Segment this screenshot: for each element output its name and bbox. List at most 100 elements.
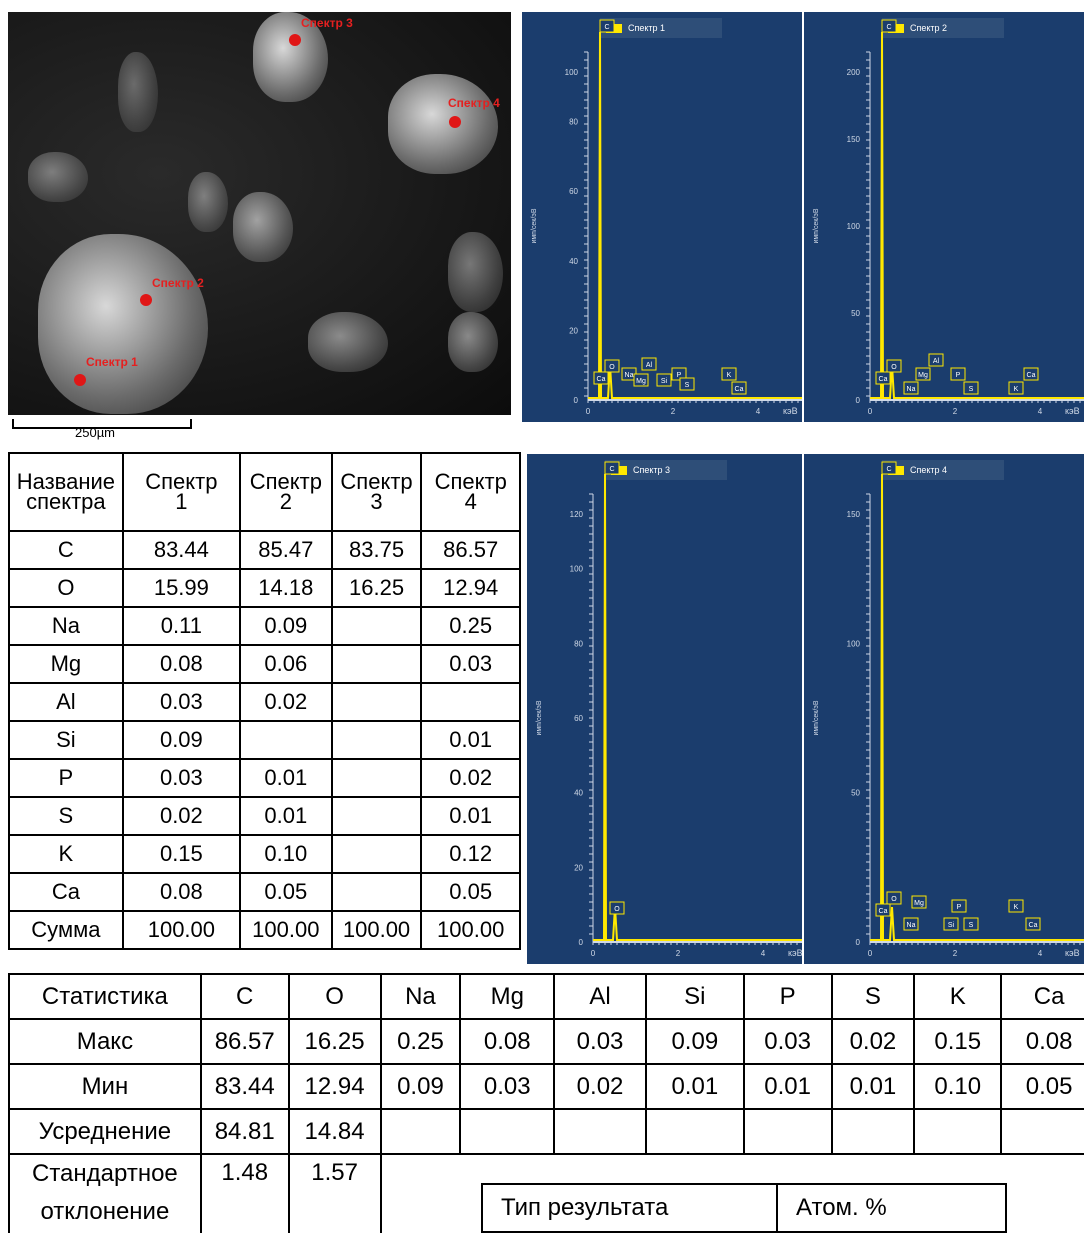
value-cell — [330, 720, 423, 760]
peak-label-text: S — [969, 922, 974, 929]
peak-label-box — [679, 377, 695, 391]
y-unit-label: имп/сек/эВ — [536, 700, 543, 735]
value-cell: 0.01 — [644, 1063, 745, 1110]
y-tick-label: 60 — [569, 187, 578, 196]
value-cell: 100.00 — [121, 910, 241, 950]
peak-label-text: O — [614, 906, 620, 913]
value-cell — [830, 1108, 916, 1155]
peak-label-text: P — [957, 904, 962, 911]
peak-label: O — [886, 891, 902, 905]
peak-label: P — [950, 367, 966, 381]
element-cell: Сумма — [8, 910, 124, 950]
peak-label-box — [963, 917, 979, 931]
spot-label-3: Спектр 3 — [301, 16, 353, 30]
peak-label-box — [593, 371, 609, 385]
x-unit-label: кэВ — [783, 406, 798, 416]
value-cell — [330, 606, 423, 646]
y-tick-label: 0 — [856, 938, 861, 947]
sem-micrograph: Спектр 1 Спектр 2 Спектр 3 Спектр 4 — [8, 12, 511, 415]
peak-label-text: Ca — [1027, 372, 1036, 379]
y-tick-label: 80 — [569, 118, 578, 127]
peak-label-box — [721, 367, 737, 381]
element-cell: O — [8, 568, 124, 608]
x-unit-label: кэВ — [788, 948, 802, 958]
peak-label-text: Si — [661, 378, 668, 385]
value-cell: 0.08 — [121, 872, 241, 912]
table-header-row: Название спектра Спектр 1 Спектр 2 Спектр 3 … — [8, 452, 521, 532]
peak-label: O — [604, 359, 620, 373]
peak-label: Ca — [875, 903, 891, 917]
value-cell: 0.09 — [644, 1018, 745, 1065]
table-row: S 0.02 0.01 0.01 — [8, 796, 521, 836]
peak-label: K — [1008, 899, 1024, 913]
y-tick-label: 50 — [851, 309, 860, 318]
x-tick-label: 4 — [761, 949, 766, 958]
table-row: O 15.99 14.18 16.25 12.94 — [8, 568, 521, 608]
value-cell: 12.94 — [420, 568, 521, 608]
value-cell: 0.08 — [121, 644, 241, 684]
value-cell: 0.10 — [913, 1063, 1003, 1110]
element-cell: Ca — [8, 872, 124, 912]
result-type-label: Тип результата — [483, 1185, 778, 1231]
value-cell: 0.01 — [238, 796, 333, 836]
peak-label: Na — [903, 381, 919, 395]
table-row: Ca 0.08 0.05 0.05 — [8, 872, 521, 912]
y-tick-label: 80 — [574, 639, 583, 648]
header-cell: S — [830, 973, 916, 1020]
legend-label: Спектр 2 — [910, 23, 948, 33]
x-tick-label: 2 — [676, 949, 681, 958]
peak-label-box — [875, 903, 891, 917]
x-unit-label: кэВ — [1065, 406, 1080, 416]
value-cell: 0.10 — [238, 834, 333, 874]
peak-label: O — [609, 901, 625, 915]
peak-label: Al — [928, 353, 944, 367]
peak-label: S — [963, 381, 979, 395]
peak-label-box — [633, 373, 649, 387]
value-cell: 86.57 — [420, 530, 521, 570]
header-cell: Название спектра — [8, 452, 124, 532]
y-tick-label: 40 — [569, 257, 578, 266]
peak-label: C — [604, 461, 620, 475]
y-tick-label: 150 — [847, 135, 861, 144]
particle — [118, 52, 158, 132]
element-cell: Na — [8, 606, 124, 646]
empty-area — [379, 1154, 1084, 1233]
stat-label-cell: Усреднение — [8, 1108, 202, 1155]
y-tick-label: 50 — [851, 789, 860, 798]
table-row: Na 0.11 0.09 0.25 — [8, 606, 521, 646]
peak-label-box — [903, 917, 919, 931]
value-cell: 14.18 — [238, 568, 333, 608]
peak-label-box — [671, 367, 687, 381]
particle — [28, 152, 88, 202]
peak-label: S — [679, 377, 695, 391]
header-cell: Спектр 1 — [121, 452, 241, 532]
result-type-box: Тип результата Атом. % — [481, 1183, 1007, 1233]
peak-label-text: K — [1014, 386, 1019, 393]
value-cell: 0.03 — [121, 758, 241, 798]
peak-label-box — [903, 381, 919, 395]
value-cell: 1.57 — [287, 1153, 382, 1233]
y-tick-label: 40 — [574, 789, 583, 798]
value-cell: 100.00 — [330, 910, 423, 950]
element-cell: Al — [8, 682, 124, 722]
particle — [388, 74, 498, 174]
peak-label-box — [915, 367, 931, 381]
x-tick-label: 0 — [868, 949, 873, 958]
x-tick-label: 2 — [953, 407, 958, 416]
peak-label: P — [671, 367, 687, 381]
peak-label-box — [928, 353, 944, 367]
value-cell: 15.99 — [121, 568, 241, 608]
table-row: C 83.44 85.47 83.75 86.57 — [8, 530, 521, 570]
peak-label-text: K — [1014, 904, 1019, 911]
value-cell — [330, 796, 423, 836]
spectrum-panel-1: Спектр 1 100 80 60 40 20 0 0 2 4 кэВ имп/сек/эВ C O C… — [522, 12, 802, 422]
header-cell: Спектр 3 — [330, 452, 423, 532]
x-unit-label: кэВ — [1065, 948, 1080, 958]
value-cell: 0.06 — [238, 644, 333, 684]
peak-label-text: Na — [907, 386, 916, 393]
peak-label-text: O — [891, 896, 897, 903]
spectrum-panel-3: Спектр 3 120 100 80 60 40 20 0 0 2 4 кэВ имп/сек/эВ… — [527, 454, 802, 964]
x-tick-label: 0 — [868, 407, 873, 416]
value-cell: 0.15 — [121, 834, 241, 874]
value-cell: 0.08 — [1000, 1018, 1084, 1065]
